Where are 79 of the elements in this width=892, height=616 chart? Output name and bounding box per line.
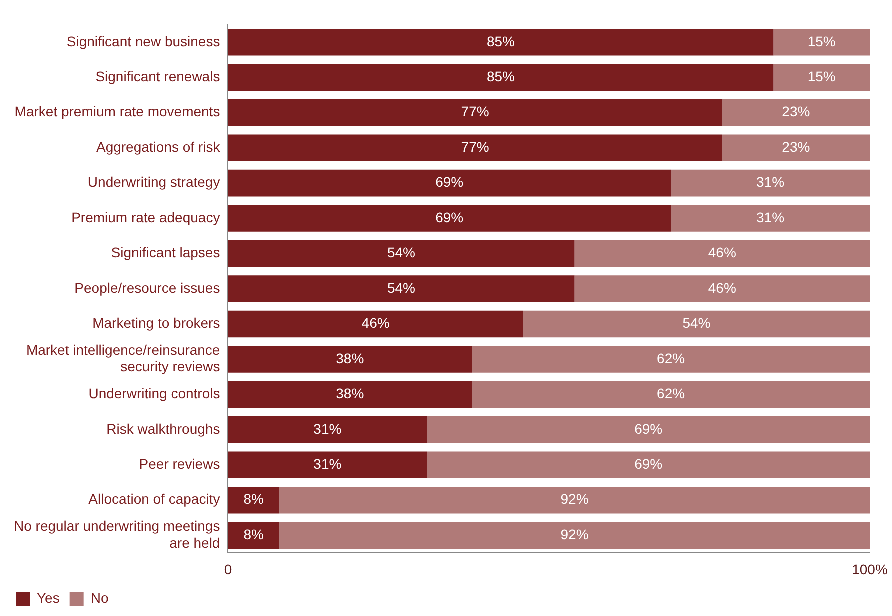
bar bbox=[228, 99, 722, 126]
data-label: 23% bbox=[782, 138, 810, 155]
bar bbox=[228, 452, 428, 479]
y-tick-label: No regular underwriting meetings are held bbox=[14, 518, 220, 551]
legend-label: Yes bbox=[37, 590, 60, 606]
bar bbox=[722, 99, 870, 126]
bar bbox=[472, 381, 870, 408]
data-label: 46% bbox=[708, 244, 736, 261]
data-label: 69% bbox=[634, 456, 663, 472]
data-label: 85% bbox=[486, 68, 515, 84]
data-label: 62% bbox=[657, 386, 686, 402]
x-tick-label: 0 bbox=[224, 561, 232, 578]
data-label: 15% bbox=[808, 68, 836, 84]
data-label: 54% bbox=[682, 315, 711, 332]
y-tick-label: Peer reviews bbox=[139, 456, 220, 472]
data-label: 8% bbox=[244, 491, 264, 508]
data-label: 62% bbox=[657, 350, 686, 366]
bar bbox=[228, 29, 774, 56]
bar bbox=[574, 240, 870, 268]
bar bbox=[472, 346, 870, 373]
bar bbox=[774, 64, 870, 92]
y-tick-label: Significant lapses bbox=[111, 244, 220, 261]
data-label: 54% bbox=[387, 244, 416, 261]
data-label: 46% bbox=[708, 280, 736, 296]
bar bbox=[523, 310, 870, 338]
bar bbox=[427, 416, 870, 444]
data-label: 54% bbox=[387, 280, 416, 296]
data-label: 46% bbox=[362, 315, 390, 332]
bar bbox=[228, 205, 672, 232]
data-label: 8% bbox=[244, 526, 264, 542]
y-tick-label: Significant new business bbox=[66, 33, 220, 50]
data-label: 31% bbox=[314, 420, 342, 437]
data-label: 31% bbox=[756, 209, 785, 226]
bar bbox=[228, 240, 575, 268]
x-tick-label: 100% bbox=[852, 561, 888, 578]
data-label: 77% bbox=[461, 138, 490, 155]
y-tick-label: Marketing to brokers bbox=[92, 315, 220, 332]
y-tick-label: Underwriting strategy bbox=[88, 174, 220, 190]
bar bbox=[228, 381, 472, 408]
bar bbox=[280, 486, 870, 514]
bar bbox=[722, 134, 870, 162]
data-label: 85% bbox=[486, 33, 515, 50]
data-label: 77% bbox=[461, 104, 490, 120]
bar bbox=[774, 29, 870, 56]
y-tick-label: Market premium rate movements bbox=[14, 104, 220, 120]
bar bbox=[228, 310, 524, 338]
bar bbox=[228, 416, 428, 444]
y-tick-label: Allocation of capacity bbox=[88, 491, 220, 508]
data-label: 38% bbox=[336, 386, 364, 402]
data-label: 31% bbox=[314, 456, 342, 472]
y-tick-label: Significant renewals bbox=[96, 68, 220, 84]
data-label: 92% bbox=[560, 526, 589, 542]
y-tick-label: People/resource issues bbox=[74, 280, 220, 296]
bar bbox=[228, 522, 280, 549]
bar bbox=[671, 170, 870, 197]
data-label: 92% bbox=[560, 491, 589, 508]
data-label: 23% bbox=[782, 104, 810, 120]
bar bbox=[228, 134, 722, 162]
bar bbox=[228, 346, 472, 373]
y-tick-label: Premium rate adequacy bbox=[72, 209, 220, 226]
legend-label: No bbox=[90, 590, 109, 606]
y-tick-label: Aggregations of risk bbox=[96, 138, 222, 155]
y-tick-label: Risk walkthroughs bbox=[106, 420, 220, 437]
bar bbox=[574, 276, 870, 302]
data-label: 38% bbox=[336, 350, 364, 366]
y-tick-label: Underwriting controls bbox=[88, 386, 220, 402]
bar bbox=[671, 205, 870, 232]
data-label: 69% bbox=[634, 420, 663, 437]
bar bbox=[228, 486, 280, 514]
bar bbox=[427, 452, 870, 479]
data-label: 69% bbox=[436, 209, 464, 226]
data-label: 31% bbox=[756, 174, 785, 190]
y-tick-label: Market intelligence/reinsurance security reviews bbox=[26, 342, 220, 375]
bar bbox=[228, 64, 774, 92]
bar bbox=[228, 170, 672, 197]
bar bbox=[280, 522, 870, 549]
data-label: 15% bbox=[808, 33, 836, 50]
data-label: 69% bbox=[436, 174, 464, 190]
bar bbox=[228, 276, 575, 302]
